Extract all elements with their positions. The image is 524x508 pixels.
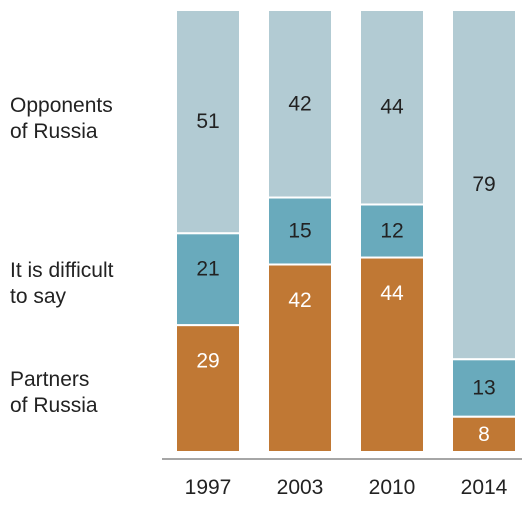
data-label-partners-2003: 42 (288, 289, 311, 312)
data-label-opponents-1997: 51 (196, 110, 219, 133)
bars-group: 29 21 51 42 15 42 44 12 44 8 13 79 (176, 10, 516, 452)
data-label-difficult-2010: 12 (380, 220, 403, 243)
data-label-difficult-2003: 15 (288, 220, 311, 243)
x-tick-labels: 1997 2003 2010 2014 (185, 476, 508, 499)
data-label-partners-2010: 44 (380, 282, 404, 305)
data-label-partners-2014: 8 (478, 423, 490, 446)
data-label-difficult-1997: 21 (196, 258, 219, 281)
data-label-opponents-2014: 79 (472, 173, 495, 196)
x-tick-label-1997: 1997 (185, 476, 232, 499)
bar-segment-partners-1997 (176, 325, 240, 452)
data-label-opponents-2003: 42 (288, 92, 311, 115)
data-label-partners-1997: 29 (196, 350, 219, 373)
data-label-opponents-2010: 44 (380, 96, 404, 119)
x-tick-label-2010: 2010 (369, 476, 416, 499)
x-tick-label-2014: 2014 (461, 476, 508, 499)
x-tick-label-2003: 2003 (277, 476, 324, 499)
data-label-difficult-2014: 13 (472, 376, 495, 399)
